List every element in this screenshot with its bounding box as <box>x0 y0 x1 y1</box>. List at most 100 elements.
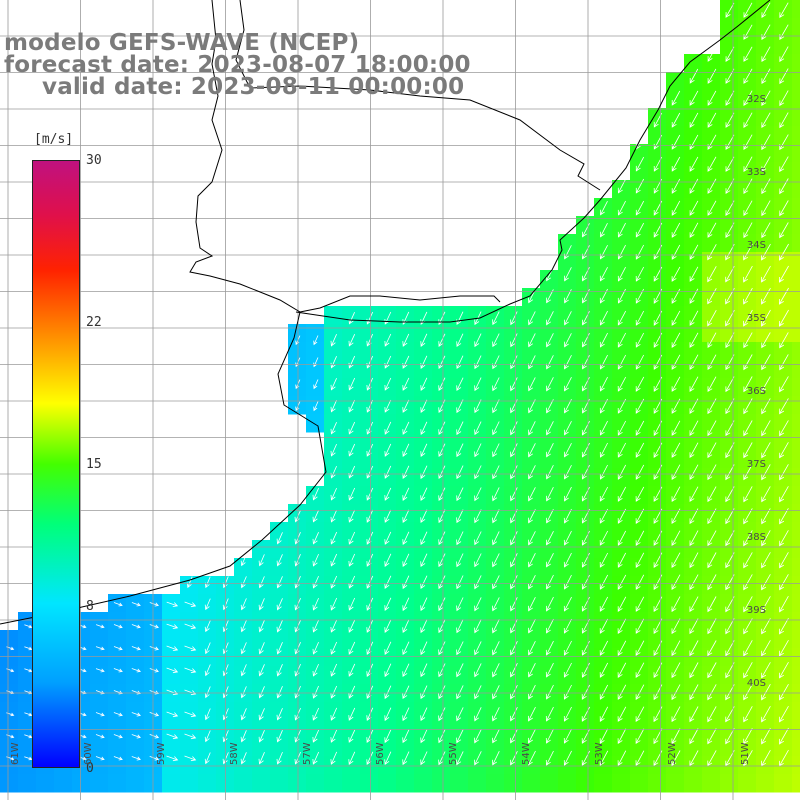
wind-cell <box>630 324 649 343</box>
wind-arrow <box>510 333 518 348</box>
wind-arrow <box>384 663 392 678</box>
wind-cell <box>774 324 793 343</box>
wind-arrow <box>166 755 179 762</box>
wind-arrow <box>599 618 609 634</box>
wind-cell <box>702 108 721 127</box>
wind-cell <box>738 342 757 361</box>
wind-arrow <box>492 509 500 524</box>
wind-arrow <box>204 730 211 743</box>
wind-arrow <box>330 553 338 567</box>
wind-arrow <box>222 752 229 765</box>
wind-cell <box>756 36 775 55</box>
lon-label: 58W <box>229 742 240 765</box>
wind-cell <box>774 216 793 235</box>
wind-cell <box>540 504 559 523</box>
wind-cell <box>756 612 775 631</box>
wind-arrow <box>707 200 717 216</box>
wind-arrow <box>276 532 283 545</box>
wind-cell <box>18 774 37 793</box>
wind-arrow <box>617 376 627 392</box>
wind-cell <box>504 504 523 523</box>
wind-arrow <box>528 377 536 392</box>
wind-cell <box>792 180 800 199</box>
wind-arrow <box>779 486 789 503</box>
wind-arrow <box>95 668 105 673</box>
wind-cell <box>720 306 739 325</box>
wind-arrow <box>545 728 554 744</box>
wind-cell <box>450 648 469 667</box>
wind-cell <box>720 216 739 235</box>
wind-cell <box>522 450 541 469</box>
wind-cell <box>432 432 451 451</box>
wind-cell <box>702 324 721 343</box>
wind-cell <box>648 612 667 631</box>
wind-cell <box>234 648 253 667</box>
wind-cell <box>684 306 703 325</box>
wind-cell <box>90 738 109 757</box>
wind-cell <box>324 540 343 559</box>
wind-cell <box>414 558 433 577</box>
wind-cell <box>792 162 800 181</box>
wind-arrow <box>689 618 699 635</box>
wind-cell <box>414 396 433 415</box>
wind-cell <box>126 738 145 757</box>
wind-cell <box>504 396 523 415</box>
wind-cell <box>666 306 685 325</box>
wind-cell <box>702 594 721 613</box>
wind-arrow <box>599 267 608 282</box>
wind-cell <box>540 324 559 343</box>
wind-cell <box>648 540 667 559</box>
wind-cell <box>378 522 397 541</box>
wind-cell <box>324 666 343 685</box>
wind-arrow <box>761 596 771 613</box>
wind-cell <box>162 774 181 793</box>
wind-arrow <box>474 641 482 656</box>
wind-cell <box>666 252 685 271</box>
wind-cell <box>504 774 523 793</box>
wind-cell <box>414 432 433 451</box>
wind-cell <box>612 378 631 397</box>
wind-arrow <box>456 377 464 392</box>
wind-cell <box>630 180 649 199</box>
wind-arrow <box>546 553 554 568</box>
wind-cell <box>774 180 793 199</box>
wind-cell <box>612 576 631 595</box>
wind-cell <box>108 738 127 757</box>
wind-cell <box>342 738 361 757</box>
wind-cell <box>648 396 667 415</box>
wind-cell <box>630 648 649 667</box>
wind-cell <box>270 612 289 631</box>
wind-arrow <box>204 598 211 611</box>
wind-cell <box>234 756 253 775</box>
wind-cell <box>486 522 505 541</box>
wind-cell <box>378 576 397 595</box>
wind-cell <box>504 450 523 469</box>
wind-cell <box>18 702 37 721</box>
wind-cell <box>108 612 127 631</box>
wind-arrow <box>510 377 518 392</box>
wind-cell <box>522 630 541 649</box>
wind-cell <box>90 612 109 631</box>
wind-cell <box>108 774 127 793</box>
wind-cell <box>666 342 685 361</box>
wind-cell <box>792 648 800 667</box>
wind-cell <box>450 432 469 451</box>
wind-arrow <box>564 465 572 480</box>
wind-cell <box>540 414 559 433</box>
wind-cell <box>360 558 379 577</box>
wind-cell <box>774 540 793 559</box>
wind-arrow <box>131 602 141 607</box>
lat-label: 36S <box>746 386 766 397</box>
wind-arrow <box>456 685 464 700</box>
wind-arrow <box>184 645 197 652</box>
wind-arrow <box>617 222 626 238</box>
wind-arrow <box>761 464 771 481</box>
wind-cell <box>414 504 433 523</box>
wind-cell <box>324 342 343 361</box>
wind-arrow <box>707 332 717 349</box>
wind-arrow <box>402 575 410 590</box>
wind-arrow <box>545 706 554 722</box>
wind-cell <box>774 378 793 397</box>
wind-cell <box>126 666 145 685</box>
wind-arrow <box>348 553 356 567</box>
